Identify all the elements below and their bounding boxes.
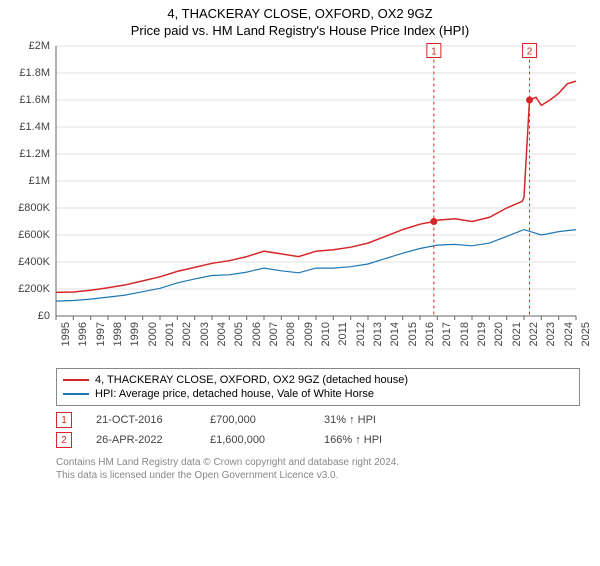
chart-container: { "title": "4, THACKERAY CLOSE, OXFORD, … [0,6,600,566]
footer-attribution: Contains HM Land Registry data © Crown c… [56,456,580,482]
x-tick-label: 1997 [95,322,107,346]
x-tick-label: 2017 [441,322,453,346]
legend-item: 4, THACKERAY CLOSE, OXFORD, OX2 9GZ (det… [63,373,573,387]
y-tick-label: £1.6M [0,94,50,106]
x-tick-label: 2004 [216,322,228,346]
x-tick-label: 2010 [320,322,332,346]
x-tick-label: 2025 [580,322,592,346]
x-tick-label: 2005 [233,322,245,346]
annotation-table: 1 21-OCT-2016 £700,000 31% ↑ HPI 2 26-APR-202… [56,410,580,450]
chart-title: 4, THACKERAY CLOSE, OXFORD, OX2 9GZ [0,6,600,21]
footer-line-2: This data is licensed under the Open Gov… [56,469,580,482]
y-tick-label: £800K [0,202,50,214]
x-tick-label: 1996 [77,322,89,346]
footer-line-1: Contains HM Land Registry data © Crown c… [56,456,580,469]
x-tick-label: 2021 [511,322,523,346]
x-tick-label: 2019 [476,322,488,346]
series-hpi [56,230,576,302]
x-tick-label: 2002 [181,322,193,346]
y-tick-label: £400K [0,256,50,268]
legend-swatch [63,379,89,381]
legend: 4, THACKERAY CLOSE, OXFORD, OX2 9GZ (det… [56,368,580,406]
x-tick-label: 2016 [424,322,436,346]
y-tick-label: £1.8M [0,67,50,79]
series-property [56,81,576,292]
chart-plot-area: 1 2 £0 £200K £400K £600K £800K £1M £1.2M £1.4M £1.… [0,42,600,360]
x-tick-label: 2024 [563,322,575,346]
x-tick-label: 2009 [303,322,315,346]
y-tick-label: £2M [0,40,50,52]
x-tick-label: 2007 [268,322,280,346]
x-tick-label: 2013 [372,322,384,346]
legend-swatch [63,393,89,395]
annotation-delta: 31% ↑ HPI [324,414,414,426]
x-tick-label: 2015 [407,322,419,346]
annotation-row: 2 26-APR-2022 £1,600,000 166% ↑ HPI [56,430,580,450]
x-tick-label: 2003 [199,322,211,346]
x-tick-label: 2020 [493,322,505,346]
y-tick-label: £1.2M [0,148,50,160]
x-tick-label: 2022 [528,322,540,346]
annotation-dot-2 [526,97,533,104]
legend-item: HPI: Average price, detached house, Vale… [63,387,573,401]
legend-label: 4, THACKERAY CLOSE, OXFORD, OX2 9GZ (det… [95,374,408,386]
x-tick-label: 1995 [60,322,72,346]
annotation-price: £700,000 [210,414,300,426]
x-tick-label: 1999 [129,322,141,346]
annotation-date: 21-OCT-2016 [96,414,186,426]
x-tick-label: 2012 [355,322,367,346]
x-tick-label: 2014 [389,322,401,346]
annotation-dot-1 [430,218,437,225]
y-tick-label: £600K [0,229,50,241]
legend-label: HPI: Average price, detached house, Vale… [95,388,374,400]
x-tick-label: 2011 [337,322,349,346]
annotation-marker: 1 [56,412,72,428]
annotation-row: 1 21-OCT-2016 £700,000 31% ↑ HPI [56,410,580,430]
annotation-price: £1,600,000 [210,434,300,446]
x-tick-label: 2000 [147,322,159,346]
x-tick-label: 2008 [285,322,297,346]
y-tick-label: £1M [0,175,50,187]
x-tick-label: 2006 [251,322,263,346]
x-tick-label: 1998 [112,322,124,346]
y-tick-label: £1.4M [0,121,50,133]
y-tick-label: £200K [0,283,50,295]
annotation-delta: 166% ↑ HPI [324,434,414,446]
y-tick-label: £0 [0,310,50,322]
annotation-label-2: 2 [527,47,533,58]
x-tick-label: 2018 [459,322,471,346]
annotation-label-1: 1 [431,47,437,58]
annotation-marker: 2 [56,432,72,448]
x-tick-label: 2001 [164,322,176,346]
chart-subtitle: Price paid vs. HM Land Registry's House … [0,23,600,38]
x-tick-label: 2023 [545,322,557,346]
annotation-date: 26-APR-2022 [96,434,186,446]
